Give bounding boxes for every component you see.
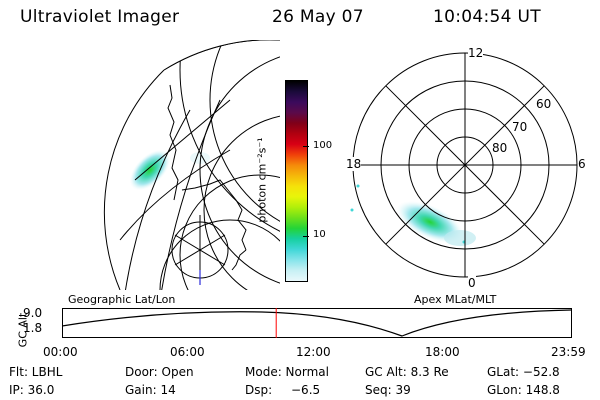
mlt-label-6: 6 bbox=[578, 157, 586, 171]
time-tick-2359: 23:59 bbox=[551, 345, 586, 359]
coastline bbox=[167, 84, 247, 271]
glon-info: GLon: 148.8 bbox=[487, 383, 560, 397]
apex-polar-map bbox=[350, 52, 578, 278]
time-tick-0600: 06:00 bbox=[170, 345, 205, 359]
polar-panel-label: Apex MLat/MLT bbox=[414, 293, 497, 306]
altitude-plot bbox=[62, 308, 572, 338]
altitude-tick-1-8: 1.8 bbox=[23, 321, 43, 335]
time-tick-1200: 12:00 bbox=[296, 345, 331, 359]
gc-alt-info: GC Alt: 8.3 Re bbox=[365, 365, 449, 379]
colorbar-unit-label: photon cm⁻²s⁻¹ bbox=[255, 137, 269, 223]
aurora-emission-polar bbox=[350, 184, 476, 246]
mlat-label-60: 60 bbox=[536, 97, 552, 111]
mlt-label-12: 12 bbox=[468, 46, 484, 60]
geo-panel-label: Geographic Lat/Lon bbox=[68, 293, 176, 306]
observation-time: 10:04:54 UT bbox=[433, 7, 541, 27]
colorbar-tick-10: 10 bbox=[313, 229, 326, 240]
observation-date: 26 May 07 bbox=[272, 7, 364, 27]
ip-info: IP: 36.0 bbox=[9, 383, 55, 397]
instrument-title: Ultraviolet Imager bbox=[20, 7, 180, 27]
altitude-tick-9: 9.0 bbox=[23, 306, 43, 320]
colorbar-gradient bbox=[286, 81, 307, 281]
mlat-label-70: 70 bbox=[512, 120, 528, 134]
geographic-map bbox=[103, 40, 280, 290]
dsp-label: Dsp: bbox=[245, 383, 273, 397]
door-info: Door: Open bbox=[125, 365, 194, 379]
mode-info: Mode: Normal bbox=[245, 365, 329, 379]
aurora-emission-geo bbox=[129, 149, 210, 191]
mlat-label-80: 80 bbox=[492, 141, 508, 155]
seq-info: Seq: 39 bbox=[365, 383, 411, 397]
mlt-label-18: 18 bbox=[346, 157, 362, 171]
mlt-label-0: 0 bbox=[468, 276, 476, 290]
filter-info: Flt: LBHL bbox=[9, 365, 63, 379]
dsp-value: −6.5 bbox=[291, 383, 321, 397]
time-tick-1800: 18:00 bbox=[425, 345, 460, 359]
time-tick-0000: 00:00 bbox=[43, 345, 78, 359]
gain-info: Gain: 14 bbox=[125, 383, 176, 397]
colorbar-tick-100: 100 bbox=[313, 140, 333, 151]
colorbar bbox=[285, 80, 308, 282]
glat-info: GLat: −52.8 bbox=[487, 365, 560, 379]
